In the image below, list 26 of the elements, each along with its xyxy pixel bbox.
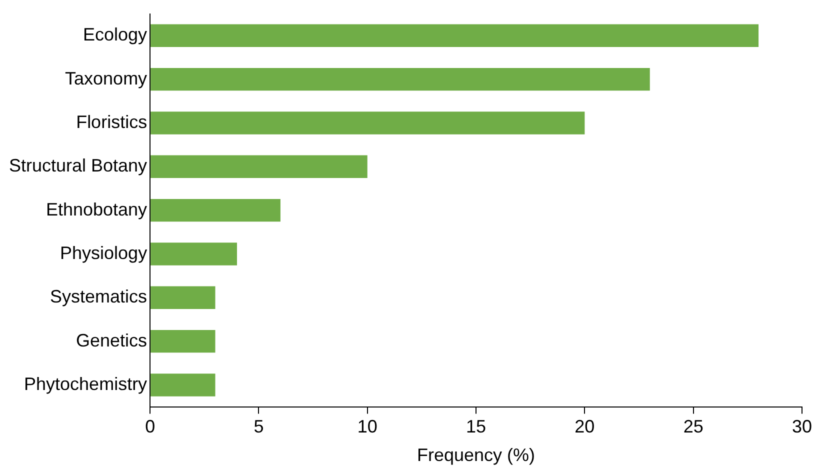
- y-tick-label: Genetics: [76, 330, 148, 350]
- y-tick-label: Systematics: [50, 286, 148, 307]
- y-tick-label: Taxonomy: [65, 68, 148, 88]
- y-tick-label: Physiology: [60, 242, 148, 263]
- bar: [150, 198, 280, 222]
- x-tick-label: 10: [357, 416, 378, 437]
- y-tick-label: Phytochemistry: [24, 374, 148, 394]
- y-tick-label: Structural Botany: [8, 156, 148, 176]
- y-tick-label: Floristics: [76, 112, 148, 132]
- bar: [150, 286, 216, 309]
- x-tick-label: 15: [466, 416, 486, 437]
- bar: [150, 374, 216, 396]
- x-tick-label: 5: [254, 416, 264, 437]
- bar: [150, 155, 368, 178]
- x-tick-label: 30: [792, 416, 812, 437]
- bar: [150, 112, 585, 134]
- y-tick-label: Ecology: [83, 24, 148, 45]
- x-axis-title: Frequency (%): [417, 445, 536, 466]
- x-tick-label: 20: [574, 416, 595, 437]
- y-tick-label: Ethnobotany: [46, 199, 148, 220]
- bar: [150, 330, 216, 353]
- bar: [150, 242, 237, 266]
- x-tick-label: 0: [145, 416, 156, 437]
- x-tick-label: 25: [683, 416, 704, 437]
- bar: [150, 24, 759, 47]
- bar: [150, 68, 650, 91]
